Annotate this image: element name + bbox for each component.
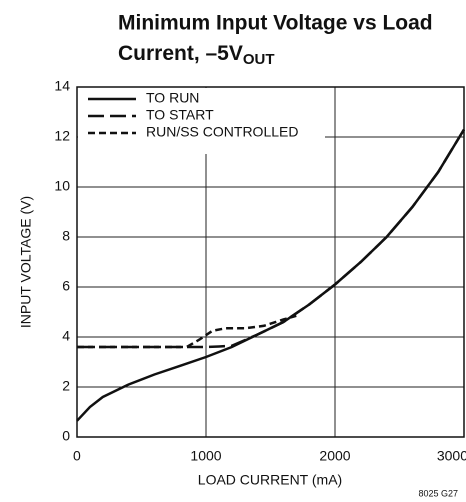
x-tick-label: 2000: [319, 448, 350, 464]
x-axis-label: LOAD CURRENT (mA): [198, 472, 342, 488]
x-tick-label: 0: [73, 448, 81, 464]
y-tick-label: 12: [54, 128, 70, 144]
y-tick-label: 0: [62, 428, 70, 444]
y-tick-label: 2: [62, 378, 70, 394]
y-tick-label: 10: [54, 178, 70, 194]
chart-title-subscript: OUT: [243, 51, 275, 68]
y-tick-label: 8: [62, 228, 70, 244]
plot-frame: [76, 86, 465, 438]
footnote: 8025 G27: [418, 488, 458, 498]
y-tick-label: 14: [54, 78, 70, 94]
series-line: [77, 128, 466, 349]
chart-title: Minimum Input Voltage vs Load: [118, 12, 433, 35]
legend-label: RUN/SS CONTROLLED: [146, 124, 298, 140]
y-tick-label: 4: [62, 328, 70, 344]
x-tick-label: 3000: [437, 448, 466, 464]
y-axis-label: INPUT VOLTAGE (V): [18, 196, 34, 328]
series-line: [77, 314, 297, 349]
x-tick-label: 1000: [190, 448, 221, 464]
series-line: [76, 128, 466, 422]
legend-label: TO START: [146, 107, 214, 123]
legend-label: TO RUN: [146, 90, 199, 106]
chart-title: Current, –5VOUT: [118, 42, 275, 68]
chart-title-line: Current, –5V: [118, 42, 243, 65]
y-tick-label: 6: [62, 278, 70, 294]
